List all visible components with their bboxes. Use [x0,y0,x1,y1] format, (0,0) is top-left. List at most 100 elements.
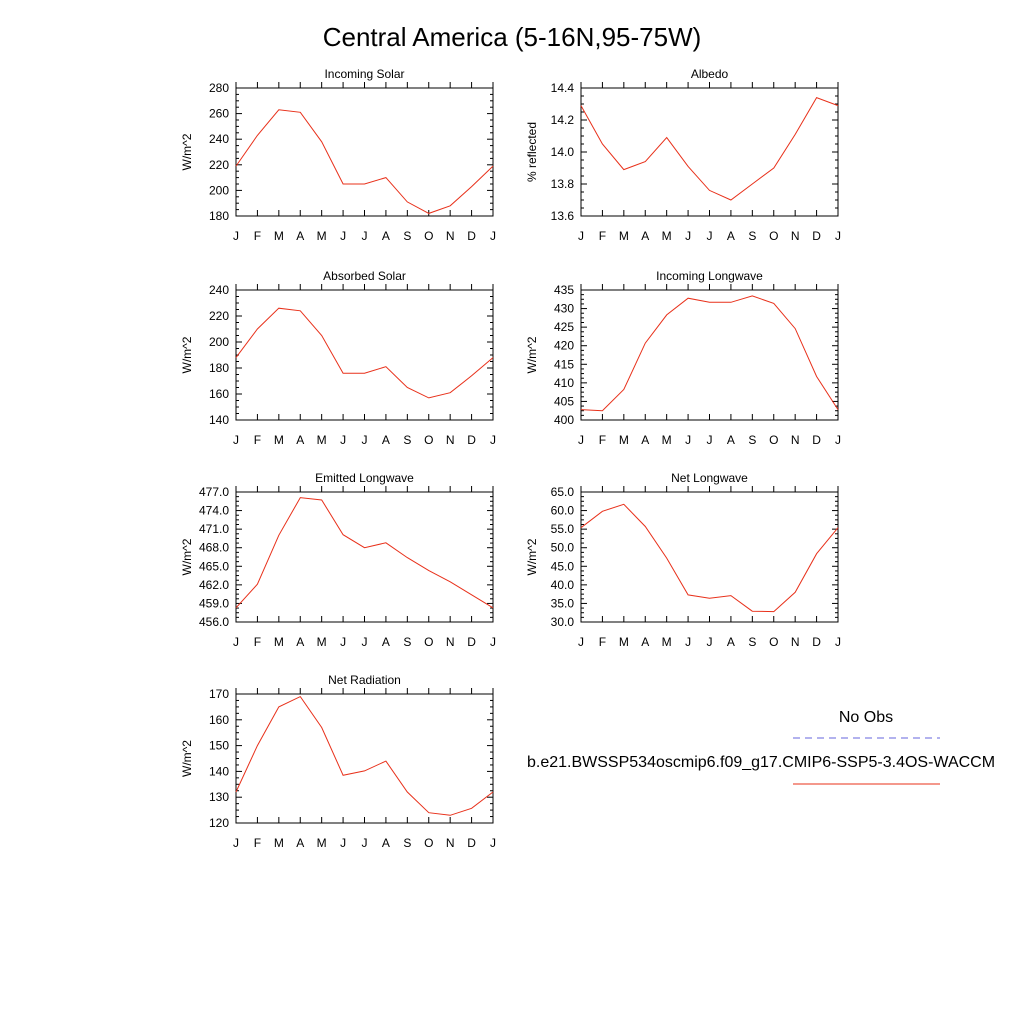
x-tick-label: A [296,433,304,447]
x-tick-label: J [362,836,368,850]
x-tick-label: S [748,635,756,649]
y-axis-label: W/m^2 [180,336,194,373]
x-tick-label: M [317,433,327,447]
x-tick-label: O [769,635,778,649]
x-tick-label: F [599,433,606,447]
legend-obs-label: No Obs [839,709,893,726]
y-tick-label: 14.2 [551,113,575,127]
x-tick-label: S [403,229,411,243]
x-tick-label: D [467,229,476,243]
series-line [580,295,839,412]
x-tick-label: M [662,433,672,447]
series-line [235,695,494,816]
x-tick-label: J [233,433,239,447]
x-tick-label: M [274,229,284,243]
x-tick-label: A [641,433,649,447]
x-tick-label: J [490,229,496,243]
x-tick-label: A [641,229,649,243]
panel-4: Incoming Longwave W/m^2 400 405 410 415 420 425… [525,269,841,447]
x-tick-label: J [340,229,346,243]
x-tick-label: O [424,433,433,447]
x-tick-label: J [340,635,346,649]
y-tick-label: 65.0 [551,485,575,499]
y-tick-label: 14.0 [551,145,575,159]
x-tick-label: A [727,635,735,649]
x-tick-label: F [254,229,261,243]
x-tick-label: O [424,229,433,243]
y-tick-label: 120 [209,816,229,830]
x-tick-label: J [835,433,841,447]
series-line [580,503,839,613]
y-axis-label: % reflected [525,122,539,182]
y-tick-label: 240 [209,283,229,297]
x-tick-label: J [362,635,368,649]
x-tick-label: S [748,229,756,243]
x-tick-label: O [424,836,433,850]
y-tick-label: 468.0 [199,541,229,555]
series-line [235,497,494,609]
y-tick-label: 410 [554,376,574,390]
x-tick-label: N [446,229,455,243]
y-axis-label: W/m^2 [525,336,539,373]
x-tick-label: J [233,635,239,649]
panel-6: Net Longwave W/m^2 30.0 35.0 40.0 45.0 50.0 55.… [525,471,841,649]
x-tick-label: M [317,635,327,649]
x-tick-label: N [446,433,455,447]
x-tick-label: J [362,229,368,243]
y-axis-label: W/m^2 [180,740,194,777]
x-tick-label: M [619,433,629,447]
y-tick-label: 35.0 [551,596,575,610]
x-tick-label: J [835,229,841,243]
x-tick-label: M [317,836,327,850]
x-tick-label: J [490,836,496,850]
x-tick-label: M [274,836,284,850]
panel-title: Absorbed Solar [323,269,406,283]
series-line [235,307,494,399]
x-tick-label: J [362,433,368,447]
series-line [580,96,839,201]
x-tick-label: J [578,635,584,649]
y-tick-label: 456.0 [199,615,229,629]
y-tick-label: 415 [554,357,574,371]
y-tick-label: 150 [209,739,229,753]
x-tick-label: F [254,836,261,850]
y-tick-label: 130 [209,790,229,804]
y-tick-label: 471.0 [199,522,229,536]
y-tick-label: 200 [209,335,229,349]
figure-title: Central America (5-16N,95-75W) [323,22,702,52]
y-tick-label: 140 [209,413,229,427]
panel-title: Incoming Solar [324,67,404,81]
x-tick-label: J [233,229,239,243]
x-tick-label: J [340,433,346,447]
x-tick-label: S [403,836,411,850]
x-tick-label: J [685,433,691,447]
panel-title: Emitted Longwave [315,471,414,485]
x-tick-label: M [619,229,629,243]
y-tick-label: 280 [209,81,229,95]
panel-5: Emitted Longwave W/m^2 456.0 459.0 462.0 465.… [180,471,496,649]
x-tick-label: F [254,635,261,649]
x-tick-label: J [685,635,691,649]
x-tick-label: J [233,836,239,850]
y-tick-label: 13.8 [551,177,575,191]
y-tick-label: 240 [209,132,229,146]
x-tick-label: N [446,836,455,850]
x-tick-label: F [254,433,261,447]
x-tick-label: M [662,229,672,243]
x-tick-label: F [599,635,606,649]
x-tick-label: D [812,229,821,243]
panel-title: Albedo [691,67,729,81]
y-tick-label: 140 [209,764,229,778]
y-tick-label: 477.0 [199,485,229,499]
x-tick-label: J [578,433,584,447]
x-tick-label: A [382,635,390,649]
y-tick-label: 45.0 [551,559,575,573]
x-tick-label: M [274,635,284,649]
y-tick-label: 30.0 [551,615,575,629]
y-axis-label: W/m^2 [180,538,194,575]
y-tick-label: 200 [209,183,229,197]
